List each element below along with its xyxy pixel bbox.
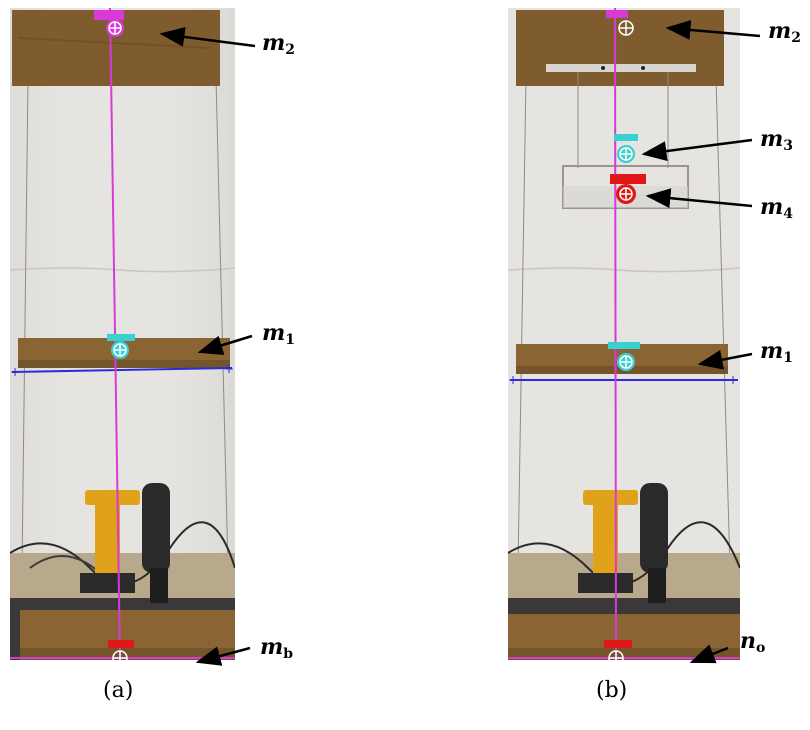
label-m3-b: m3 <box>760 126 794 154</box>
sensor-device-b <box>640 483 668 603</box>
reference-line-b <box>614 8 617 660</box>
level-line-m1-a <box>11 367 233 373</box>
photo-panel-a: + + <box>10 8 235 660</box>
label-m2-b: m2 <box>768 18 802 46</box>
marker-m2-a <box>94 10 124 37</box>
caption-b: (b) <box>596 678 628 703</box>
label-m1-b: m1 <box>760 338 794 366</box>
marker-m1-a <box>107 334 135 359</box>
marker-m2-b <box>606 10 634 36</box>
marker-m1-b <box>608 342 640 371</box>
structure-photo-b: + + <box>508 8 740 660</box>
label-no-b: no <box>740 628 766 656</box>
svg-text:+: + <box>728 373 738 387</box>
label-m2-a: m2 <box>262 30 296 58</box>
marker-m4-b <box>610 174 646 204</box>
marker-mb-a <box>108 640 134 660</box>
caption-a: (a) <box>103 678 134 703</box>
structure-photo-a: + + <box>10 8 235 660</box>
svg-text:+: + <box>10 365 20 379</box>
label-mb-a: mb <box>260 634 294 662</box>
marker-m3-b <box>614 134 638 163</box>
drill-tool-a <box>80 490 140 593</box>
sensor-device-a <box>142 483 170 603</box>
label-m1-a: m1 <box>262 320 296 348</box>
label-m4-b: m4 <box>760 194 794 222</box>
drill-tool-b <box>578 490 638 593</box>
photo-panel-b: + + <box>508 8 740 660</box>
marker-no-b <box>604 640 632 660</box>
svg-text:+: + <box>224 362 234 376</box>
svg-text:+: + <box>508 373 518 387</box>
